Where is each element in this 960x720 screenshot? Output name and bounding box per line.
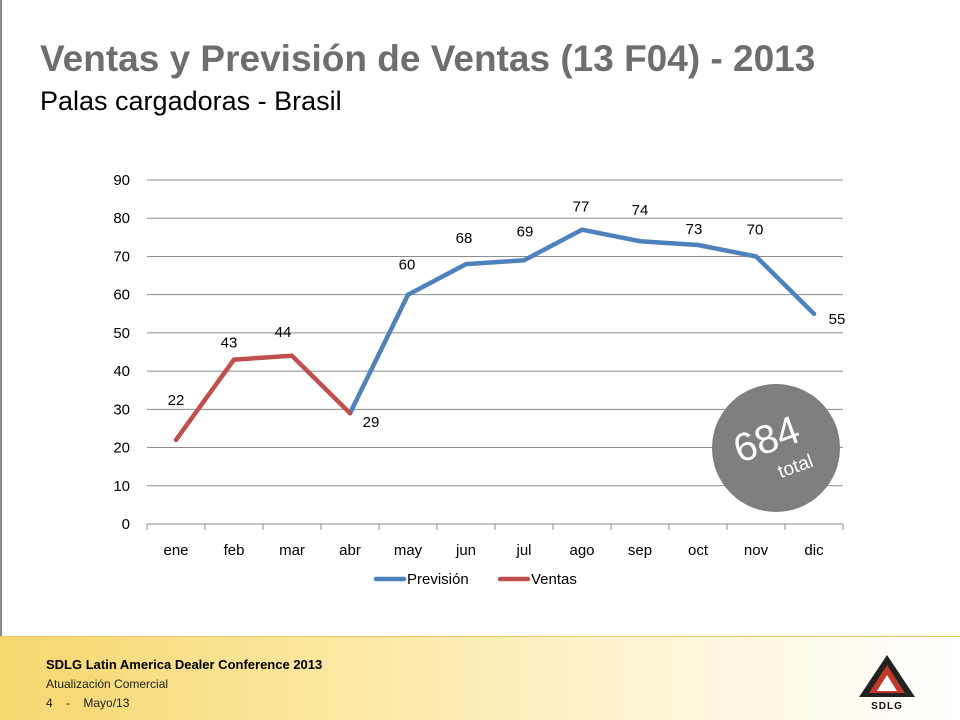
x-tick-label: dic (804, 542, 824, 559)
series-line-previsión (347, 227, 817, 416)
data-point-previsión (579, 227, 585, 232)
y-tick-label: 50 (113, 325, 130, 342)
data-point-ventas (231, 357, 237, 362)
page-number: 4 (46, 696, 53, 710)
x-tick-label: nov (744, 542, 769, 559)
y-tick-label: 80 (113, 210, 130, 227)
sdlg-logo: SDLG (855, 651, 919, 715)
series-line-ventas (173, 353, 353, 443)
data-label: 44 (275, 324, 292, 341)
data-label: 22 (168, 392, 185, 409)
x-tick-label: jun (455, 542, 476, 559)
y-tick-label: 20 (113, 440, 130, 457)
data-label: 68 (456, 230, 473, 247)
data-label: 69 (517, 223, 534, 240)
data-label: 73 (686, 221, 703, 238)
y-tick-label: 70 (113, 248, 130, 265)
x-tick-label: mar (279, 542, 305, 559)
chart-data-labels: 22 43 44 29 60 68 69 77 74 73 70 55 (168, 199, 846, 431)
x-tick-label: abr (339, 542, 361, 559)
slide-subtitle: Palas cargadoras - Brasil (40, 86, 342, 116)
data-point-ventas (289, 353, 295, 359)
data-point-previsión (637, 238, 643, 244)
data-label: 60 (399, 257, 416, 274)
sdlg-logo-icon (859, 655, 915, 697)
data-label: 77 (573, 199, 590, 216)
y-tick-label: 30 (113, 401, 130, 418)
data-point-ventas (173, 437, 179, 443)
chart-gridlines (147, 179, 843, 487)
chart-axes: 0 10 20 30 40 50 60 70 80 90 ene feb mar abr may jun jul… (113, 172, 844, 559)
data-label: 55 (829, 311, 846, 328)
x-tick-label: jul (515, 542, 531, 559)
x-tick-label: ago (569, 542, 594, 559)
footer-divider (0, 636, 960, 637)
chart-legend: Previsión Ventas (373, 571, 577, 588)
y-tick-label: 60 (113, 287, 130, 304)
data-point-previsión (753, 254, 759, 259)
total-badge: 684 total (712, 384, 840, 512)
legend-label-previsión: Previsión (407, 571, 469, 588)
y-tick-label: 90 (113, 172, 130, 189)
footer-date: Mayo/13 (83, 696, 130, 710)
x-tick-label: sep (628, 542, 652, 559)
data-label: 70 (747, 221, 764, 238)
data-point-previsión (463, 261, 469, 267)
line-chart: 0 10 20 30 40 50 60 70 80 90 ene feb mar abr may jun jul… (113, 172, 846, 588)
footer-section: Atualización Comercial (46, 677, 169, 691)
data-point-previsión (695, 242, 701, 248)
y-tick-label: 0 (122, 516, 130, 533)
y-tick-label: 40 (113, 363, 130, 380)
footer-band: SDLG Latin America Dealer Conference 201… (0, 636, 960, 720)
x-tick-label: oct (688, 542, 709, 559)
chart-series (173, 227, 817, 443)
data-point-previsión (405, 292, 411, 297)
data-point-ventas (347, 410, 353, 416)
legend-label-ventas: Ventas (531, 571, 577, 588)
page-separator: - (66, 696, 71, 710)
data-point-previsión (811, 311, 817, 316)
total-badge-circle (712, 384, 840, 512)
footer-page-info: 4 - Mayo/13 (46, 696, 139, 710)
x-tick-label: ene (163, 542, 188, 559)
slide-title: Ventas y Previsión de Ventas (13 F04) - … (40, 38, 816, 79)
data-label: 43 (221, 335, 238, 352)
data-point-previsión (521, 258, 527, 263)
data-label: 74 (632, 202, 649, 219)
data-label: 29 (363, 414, 380, 431)
left-border (0, 0, 2, 640)
footer-conference: SDLG Latin America Dealer Conference 201… (46, 657, 323, 672)
sdlg-logo-text: SDLG (871, 701, 903, 712)
y-tick-label: 10 (113, 478, 130, 495)
x-tick-label: feb (224, 542, 245, 559)
x-tick-label: may (394, 542, 423, 559)
